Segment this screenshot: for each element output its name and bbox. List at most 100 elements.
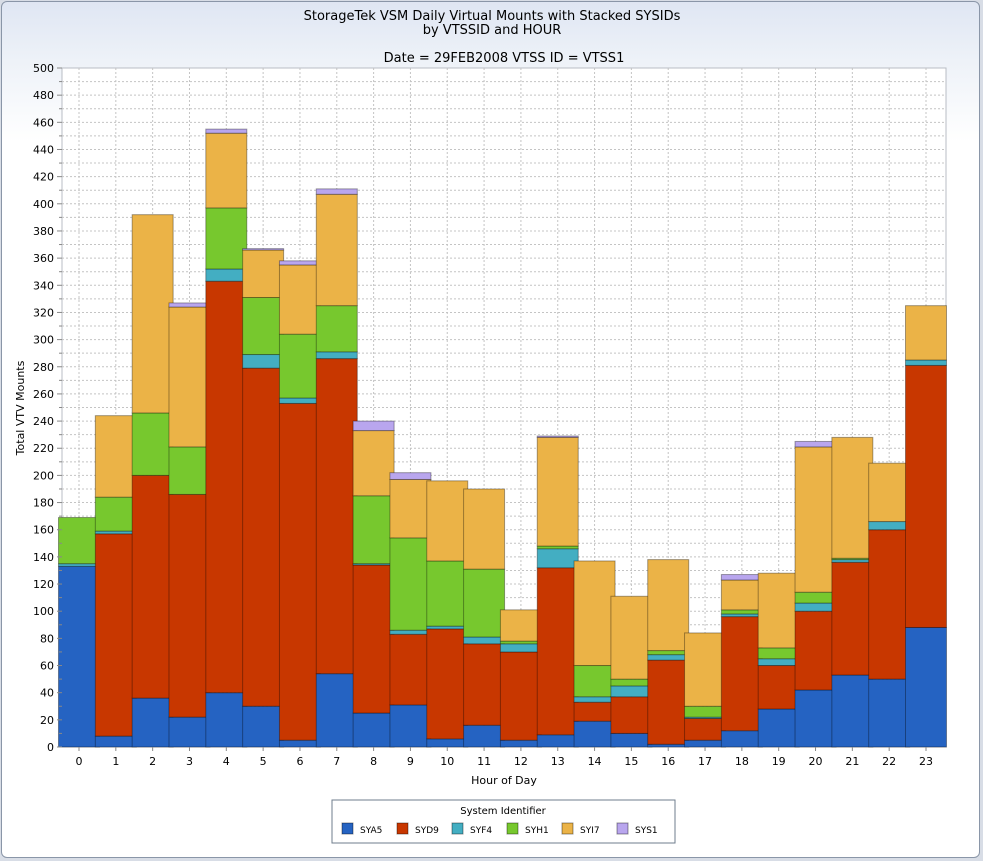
x-tick-label: 8 — [370, 755, 377, 768]
bar-segment-syd9 — [205, 280, 248, 694]
y-tick-label: 120 — [33, 578, 54, 591]
bar-segment-syi7 — [315, 193, 358, 307]
bar-segment-syh1 — [463, 568, 506, 638]
y-tick-label: 0 — [47, 741, 54, 754]
x-tick-label: 19 — [772, 755, 786, 768]
bar-segment-sya5 — [463, 724, 506, 748]
bar-segment-syd9 — [315, 358, 358, 675]
bar-segment-syi7 — [499, 609, 542, 642]
bar-segment-syf4 — [463, 636, 506, 645]
x-tick-label: 23 — [919, 755, 933, 768]
legend-label: SYF4 — [470, 826, 492, 836]
x-tick-label: 2 — [149, 755, 156, 768]
bar-segment-syi7 — [426, 480, 469, 562]
y-tick-label: 260 — [33, 388, 54, 401]
bar-segment-syd9 — [94, 533, 137, 737]
bar-segment-syh1 — [684, 705, 727, 718]
x-tick-label: 11 — [477, 755, 491, 768]
bar-segment-syh1 — [647, 650, 690, 656]
y-axis-label: Total VTV Mounts — [14, 360, 27, 456]
bar-segment-sya5 — [757, 708, 800, 748]
x-tick-label: 18 — [735, 755, 749, 768]
bar-segment-syd9 — [463, 643, 506, 726]
y-tick-label: 300 — [33, 334, 54, 347]
bar-segment-syd9 — [352, 564, 395, 714]
y-tick-label: 240 — [33, 415, 54, 428]
bar-segment-sys1 — [278, 260, 321, 266]
bar-segment-syi7 — [905, 305, 947, 361]
bar-segment-syd9 — [868, 529, 911, 680]
x-tick-label: 16 — [661, 755, 675, 768]
legend: System Identifier SYA5 SYD9 SYF4 SYH1 SYI7 SY… — [331, 799, 676, 844]
bar-segment-sya5 — [684, 739, 727, 748]
bar-segment-sya5 — [352, 712, 395, 748]
bar-segment-sya5 — [905, 626, 947, 748]
y-tick-label: 500 — [33, 62, 54, 75]
bar-segment-syf4 — [647, 654, 690, 661]
bar-segment-syi7 — [757, 572, 800, 649]
bar-segment-sya5 — [58, 565, 100, 748]
legend-swatch-sys1 — [616, 822, 629, 835]
bar-segment-syh1 — [352, 495, 395, 565]
x-tick-label: 12 — [514, 755, 528, 768]
bar-segment-sya5 — [168, 716, 211, 748]
bar-segment-syd9 — [131, 474, 174, 699]
bar-segment-syi7 — [684, 632, 727, 707]
bar-segment-sys1 — [168, 302, 211, 308]
y-tick-label: 140 — [33, 551, 54, 564]
y-tick-label: 60 — [40, 660, 54, 673]
bar-segment-syd9 — [242, 367, 285, 707]
x-tick-label: 9 — [407, 755, 414, 768]
bar-segment-syd9 — [499, 651, 542, 741]
bar-segment-syd9 — [536, 567, 579, 736]
legend-label: SYH1 — [525, 826, 549, 836]
y-tick-label: 400 — [33, 198, 54, 211]
bar-segment-syd9 — [684, 717, 727, 741]
bar-segment-syd9 — [389, 633, 432, 706]
bar-segment-syh1 — [58, 516, 100, 565]
bar-segment-syi7 — [278, 264, 321, 335]
x-tick-label: 5 — [260, 755, 267, 768]
bar-segment-syi7 — [463, 488, 506, 570]
x-tick-label: 3 — [186, 755, 193, 768]
bar-segment-sys1 — [205, 128, 248, 134]
bar-segment-syi7 — [868, 462, 911, 523]
bar-segment-syh1 — [278, 333, 321, 399]
bar-segment-syd9 — [831, 561, 874, 676]
bar-segment-sya5 — [720, 730, 763, 748]
bar-segment-syh1 — [94, 496, 137, 532]
x-tick-label: 22 — [882, 755, 896, 768]
bar-segment-sya5 — [278, 739, 321, 748]
bar-segment-syi7 — [647, 559, 690, 652]
y-tick-label: 460 — [33, 116, 54, 129]
chart-subtitle: by VTSSID and HOUR — [423, 23, 562, 38]
y-tick-label: 320 — [33, 306, 54, 319]
bar-segment-syf4 — [868, 521, 911, 531]
bar-segment-syh1 — [794, 591, 837, 604]
bar-segment-syh1 — [610, 678, 653, 687]
bar-segment-sys1 — [352, 420, 395, 432]
bar-segment-syi7 — [242, 249, 285, 299]
bar-segment-sya5 — [205, 692, 248, 748]
x-tick-label: 10 — [440, 755, 454, 768]
bar-segment-syf4 — [205, 268, 248, 282]
bar-segment-syd9 — [573, 701, 616, 722]
x-tick-label: 20 — [809, 755, 823, 768]
legend-label: SYI7 — [580, 826, 600, 836]
y-tick-label: 360 — [33, 252, 54, 265]
bar-segment-syf4 — [573, 696, 616, 703]
bar-segment-sya5 — [831, 674, 874, 748]
y-tick-label: 420 — [33, 171, 54, 184]
bar-segment-syi7 — [389, 478, 432, 539]
x-axis-label: Hour of Day — [471, 774, 537, 787]
y-tick-label: 80 — [40, 632, 54, 645]
bar-segment-syi7 — [131, 214, 174, 414]
legend-label: SYS1 — [635, 826, 658, 836]
chart-title: StorageTek VSM Daily Virtual Mounts with… — [304, 9, 681, 24]
bar-segment-syf4 — [278, 397, 321, 404]
bar-segment-syd9 — [720, 616, 763, 732]
bar-segment-sys1 — [315, 188, 358, 195]
y-tick-label: 380 — [33, 225, 54, 238]
bar-segment-syd9 — [757, 665, 800, 710]
